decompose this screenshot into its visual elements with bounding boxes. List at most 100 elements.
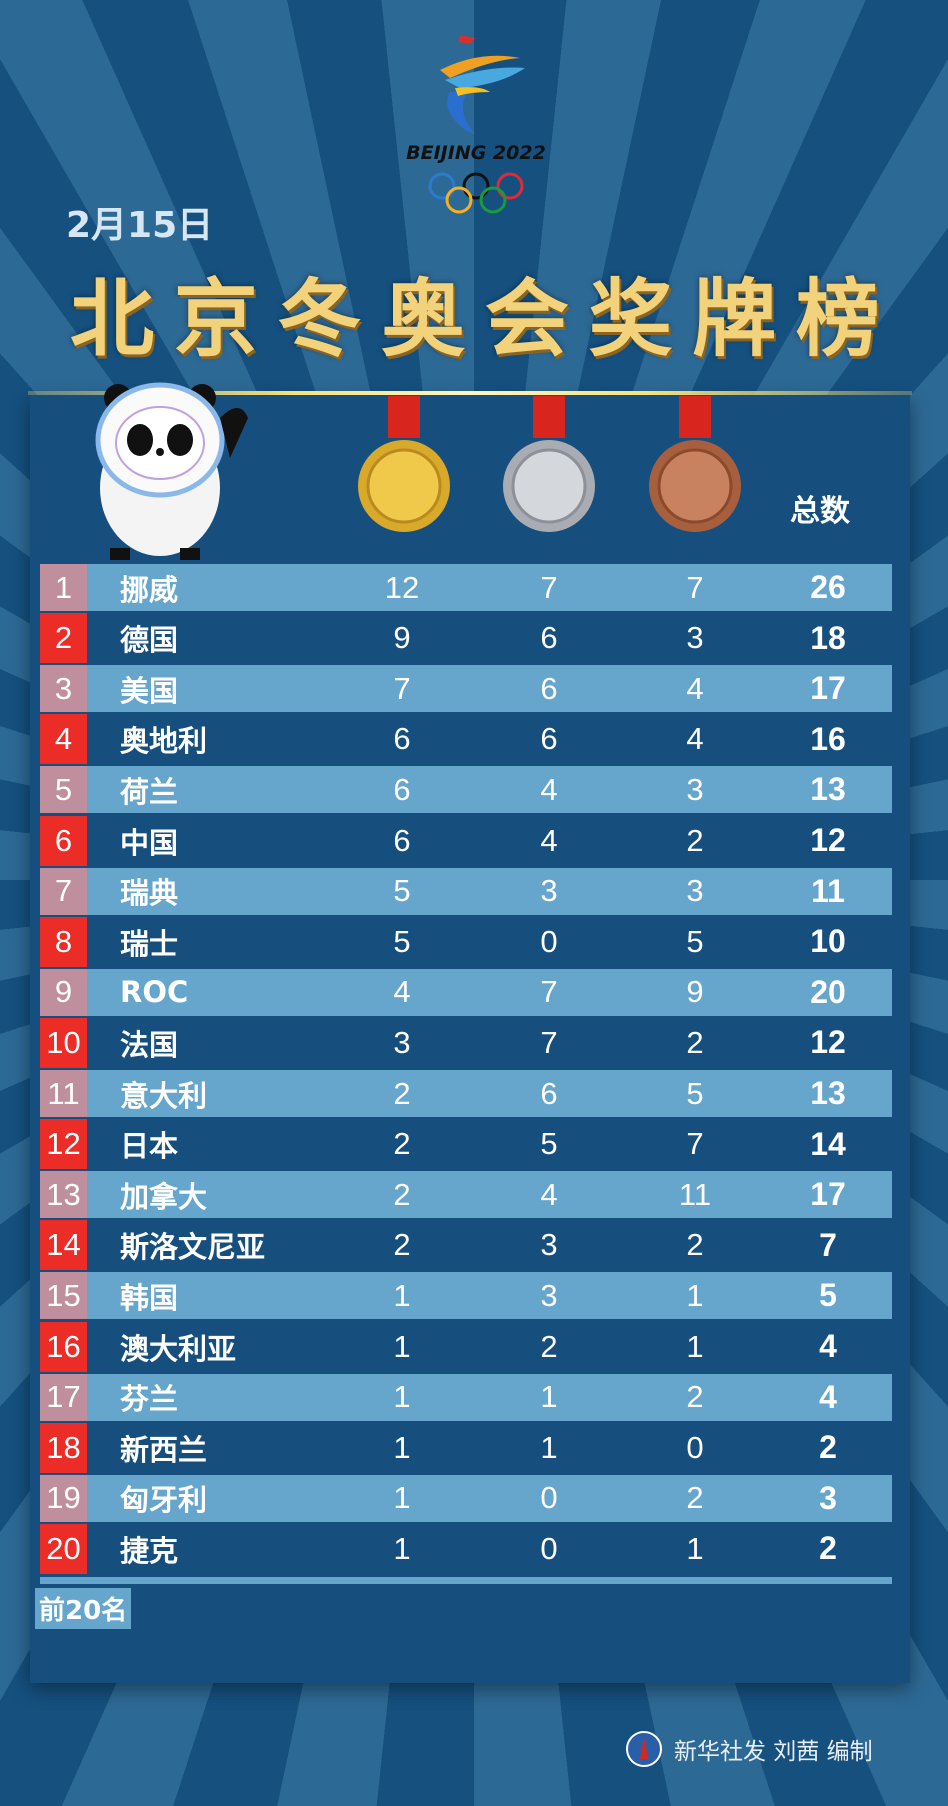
- rank-cell: 20: [40, 1523, 87, 1574]
- country-name: 匈牙利: [120, 1483, 208, 1518]
- table-row: 14 斯洛文尼亚 2 3 2 7: [40, 1220, 892, 1271]
- total-count: 2: [819, 1530, 837, 1567]
- rank-cell: 6: [40, 815, 87, 866]
- total-count: 5: [819, 1277, 837, 1314]
- country-name: 芬兰: [120, 1382, 179, 1417]
- silver-count: 3: [540, 873, 558, 909]
- table-row: 9 ROC 4 7 9 20: [40, 968, 892, 1016]
- table-row: 2 德国 9 6 3 18: [40, 613, 892, 664]
- total-count: 7: [819, 1226, 837, 1263]
- rank-cell: 13: [40, 1171, 87, 1219]
- bronze-count: 3: [686, 873, 704, 909]
- bronze-count: 5: [686, 1075, 704, 1111]
- title-char: 会: [484, 269, 569, 368]
- country-name: 美国: [120, 673, 179, 708]
- table-row: 13 加拿大 2 4 11 17: [40, 1171, 892, 1219]
- table-row: 11 意大利 2 6 5 13: [40, 1070, 892, 1117]
- top-20-note: 前20名: [35, 1588, 132, 1629]
- total-count: 13: [810, 771, 846, 808]
- title-char: 京: [173, 269, 258, 368]
- rank-cell: 7: [40, 867, 87, 915]
- silver-count: 6: [540, 1075, 558, 1111]
- silver-count: 0: [540, 1480, 558, 1516]
- country-name: 韩国: [120, 1280, 179, 1315]
- gold-count: 9: [393, 620, 411, 656]
- table-row: 4 奥地利 6 6 4 16: [40, 714, 892, 765]
- bronze-count: 1: [686, 1328, 704, 1364]
- rank-cell: 4: [40, 714, 87, 765]
- silver-count: 3: [540, 1227, 558, 1263]
- rank-cell: 12: [40, 1119, 87, 1170]
- date-label: 2月15日: [66, 205, 214, 246]
- total-column-header: 总数: [790, 494, 850, 529]
- gold-count: 1: [393, 1480, 411, 1516]
- table-row: 16 澳大利亚 1 2 1 4: [40, 1321, 892, 1372]
- gold-count: 7: [393, 670, 411, 706]
- total-count: 2: [819, 1429, 837, 1466]
- brand-text: BEIJING 2022: [406, 142, 546, 164]
- table-row: 18 新西兰 1 1 0 2: [40, 1422, 892, 1473]
- silver-medal-icon: [503, 396, 595, 532]
- bronze-count: 4: [686, 721, 704, 757]
- rank-cell: 17: [40, 1373, 87, 1421]
- table-row: 10 法国 3 7 2 12: [40, 1017, 892, 1068]
- beijing-2022-emblem-icon: [440, 35, 525, 134]
- gold-count: 5: [393, 923, 411, 959]
- country-name: 挪威: [120, 572, 179, 607]
- bronze-count: 1: [686, 1530, 704, 1566]
- total-count: 18: [810, 619, 846, 656]
- gold-count: 1: [393, 1328, 411, 1364]
- total-count: 3: [819, 1479, 837, 1516]
- country-name: 德国: [120, 623, 179, 658]
- country-name: 加拿大: [120, 1179, 208, 1214]
- title-char: 奥: [381, 269, 466, 368]
- gold-count: 1: [393, 1277, 411, 1313]
- rank-cell: 15: [40, 1272, 87, 1320]
- gold-count: 6: [393, 721, 411, 757]
- gold-count: 2: [393, 1126, 411, 1162]
- table-row: 20 捷克 1 0 1 2: [40, 1523, 892, 1574]
- total-count: 12: [810, 1024, 846, 1061]
- rank-cell: 8: [40, 916, 87, 967]
- silver-count: 1: [540, 1429, 558, 1465]
- rank-cell: 11: [40, 1070, 87, 1117]
- bronze-count: 3: [686, 620, 704, 656]
- rank-cell: 9: [40, 968, 87, 1016]
- bronze-count: 2: [686, 822, 704, 858]
- bronze-count: 7: [686, 1126, 704, 1162]
- silver-count: 6: [540, 670, 558, 706]
- silver-count: 0: [540, 1530, 558, 1566]
- country-name: 斯洛文尼亚: [120, 1230, 266, 1265]
- rank-cell: 16: [40, 1321, 87, 1372]
- title-char: 榜: [795, 269, 880, 368]
- country-name: 荷兰: [120, 774, 179, 809]
- rank-cell: 3: [40, 665, 87, 713]
- silver-count: 2: [540, 1328, 558, 1364]
- bronze-count: 1: [686, 1277, 704, 1313]
- total-count: 16: [810, 720, 846, 757]
- total-count: 17: [810, 1176, 846, 1213]
- silver-count: 6: [540, 721, 558, 757]
- silver-count: 7: [540, 569, 558, 605]
- bing-dwen-dwen-mascot-icon: [95, 382, 248, 560]
- xinhua-logo-icon: [626, 1731, 662, 1767]
- credit-text: 新华社发 刘茜 编制: [674, 1739, 873, 1765]
- bronze-count: 4: [686, 670, 704, 706]
- rank-cell: 19: [40, 1474, 87, 1522]
- table-row: 12 日本 2 5 7 14: [40, 1119, 892, 1170]
- table-row: 17 芬兰 1 1 2 4: [40, 1373, 892, 1421]
- gold-count: 2: [393, 1227, 411, 1263]
- total-count: 12: [810, 822, 846, 858]
- rank-cell: 2: [40, 613, 87, 664]
- gold-count: 4: [393, 974, 411, 1010]
- silver-count: 6: [540, 620, 558, 656]
- total-count: 26: [810, 569, 846, 605]
- country-name: 瑞典: [120, 876, 179, 911]
- rank-cell: 18: [40, 1422, 87, 1473]
- total-count: 4: [819, 1328, 837, 1364]
- silver-count: 7: [540, 974, 558, 1010]
- rank-cell: 5: [40, 766, 87, 814]
- table-row: 3 美国 7 6 4 17: [40, 665, 892, 713]
- gold-count: 3: [393, 1024, 411, 1060]
